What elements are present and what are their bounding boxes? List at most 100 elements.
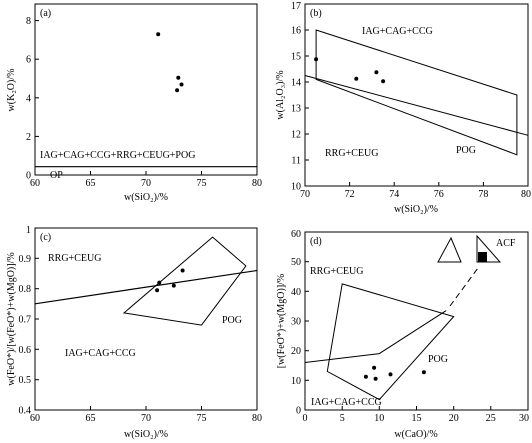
y-tick-label: 0.4: [19, 406, 32, 417]
panel-b: (b) 70 72 74 76 78 80 10 11 12: [275, 1, 531, 215]
x-tick-label: 65: [86, 413, 96, 424]
y-tick-label: 11: [291, 156, 301, 167]
region-label: POG: [222, 315, 242, 326]
y-tick-label: 60: [291, 229, 301, 240]
y-tick-label: 0.5: [19, 375, 32, 386]
data-point: [157, 280, 162, 285]
panel-c-yticks: 0.4 0.5 0.6 0.7 0.8 0.9 1: [19, 225, 39, 417]
y-tick-label: 10: [291, 376, 301, 387]
data-point: [372, 365, 377, 370]
region-label: IAG+CAG+CCG: [362, 26, 433, 37]
region-label: POG: [428, 354, 448, 365]
y-tick-label: 13: [291, 104, 301, 115]
data-point: [421, 370, 426, 375]
x-tick-label: 65: [86, 178, 96, 189]
y-tick-label: 10: [291, 182, 301, 193]
panel-d: (d) 0 5 10 15 20 25 30 0 10: [276, 229, 529, 440]
x-tick-label: 78: [478, 189, 488, 200]
x-tick-label: 80: [252, 413, 262, 424]
panel-a-label: (a): [40, 8, 51, 19]
pog-field-polygon: [122, 236, 247, 326]
data-point: [171, 283, 176, 288]
y-tick-label: 4: [26, 93, 31, 104]
x-axis-label: w(SiO₂)/%: [394, 204, 438, 215]
region-label: IAG+CAG+CCG+RRG+CEUG+POG: [40, 150, 195, 161]
panel-b-label: (b): [310, 8, 322, 19]
y-tick-label: 16: [291, 26, 301, 37]
y-tick-label: 6: [26, 55, 31, 66]
region-label: IAG+CAG+CCG: [311, 397, 382, 408]
panel-a: (a) 60 65 70 75 80 0 2 4 6 8: [6, 3, 262, 203]
data-point: [381, 79, 386, 84]
panel-d-yticks: 0 10 20 30 40 50 60: [291, 229, 309, 417]
panel-d-xticks: 0 5 10 15 20 25 30: [303, 406, 529, 424]
x-tick-label: 70: [141, 413, 151, 424]
x-tick-label: 30: [519, 413, 529, 424]
data-point: [374, 70, 379, 75]
y-axis-label: w(K₂O)/%: [6, 69, 17, 112]
y-tick-label: 0.6: [19, 345, 32, 356]
x-tick-label: 10: [374, 413, 384, 424]
x-tick-label: 80: [521, 189, 531, 200]
acf-triangle-right: [476, 234, 502, 263]
panel-b-xticks: 70 72 74 76 78 80: [300, 182, 531, 200]
data-point: [176, 75, 181, 80]
panel-b-frame: [304, 3, 529, 187]
y-tick-label: 50: [291, 257, 301, 268]
x-tick-label: 5: [340, 413, 345, 424]
x-tick-label: 60: [30, 413, 40, 424]
y-tick-label: 12: [291, 130, 301, 141]
data-point: [354, 76, 359, 81]
region-label: RRG+CEUG: [48, 253, 101, 264]
y-tick-label: 8: [26, 16, 31, 27]
panel-d-points: [363, 365, 426, 381]
x-tick-label: 75: [197, 178, 207, 189]
x-tick-label: 20: [449, 413, 459, 424]
pog-field-polygon: [315, 29, 518, 156]
data-point: [175, 88, 180, 93]
x-axis-label: w(SiO₂)/%: [124, 192, 168, 203]
x-tick-label: 80: [252, 178, 262, 189]
x-axis-label: w(SiO₂)/%: [124, 429, 168, 440]
region-label: ACF: [496, 238, 516, 249]
panel-c-points: [155, 268, 185, 293]
region-label: RRG+CEUG: [310, 266, 363, 277]
panel-b-boundary-line: [304, 75, 529, 136]
x-tick-label: 76: [434, 189, 444, 200]
panel-c-label: (c): [40, 232, 51, 243]
x-tick-label: 25: [486, 413, 496, 424]
y-tick-label: 0: [296, 406, 301, 417]
y-tick-label: 0: [26, 171, 31, 182]
data-point: [314, 57, 319, 62]
data-point: [180, 268, 185, 273]
y-axis-label: w(FeO*)/[w(FeO*)+w(MgO)]/%: [6, 252, 17, 385]
y-tick-label: 0.9: [19, 254, 32, 265]
y-axis-label: w(Al₂O₃)/%: [275, 70, 286, 119]
x-tick-label: 74: [389, 189, 399, 200]
y-tick-label: 0.8: [19, 284, 32, 295]
data-point: [156, 32, 161, 37]
x-tick-label: 15: [412, 413, 422, 424]
region-label: POG: [456, 145, 476, 156]
region-label: IAG+CAG+CCG: [65, 348, 136, 359]
data-point: [155, 288, 160, 293]
iag-field-polygon: [326, 283, 455, 401]
x-tick-label: 75: [197, 413, 207, 424]
region-label: OP: [50, 170, 63, 181]
y-tick-label: 40: [291, 287, 301, 298]
data-point: [363, 374, 368, 379]
panel-b-points: [314, 57, 386, 84]
acf-triangle-left: [437, 236, 462, 263]
panel-d-dashed-line: [449, 267, 479, 307]
x-tick-label: 70: [300, 189, 310, 200]
data-point: [388, 372, 393, 377]
x-tick-label: 70: [141, 178, 151, 189]
panel-d-label: (d): [310, 236, 322, 247]
y-tick-label: 14: [291, 78, 301, 89]
panel-c-xticks: 60 65 70 75 80: [30, 406, 262, 424]
y-tick-label: 17: [291, 1, 301, 12]
panel-a-yticks: 0 2 4 6 8: [26, 16, 39, 182]
y-tick-label: 15: [291, 52, 301, 63]
data-point: [373, 376, 378, 381]
